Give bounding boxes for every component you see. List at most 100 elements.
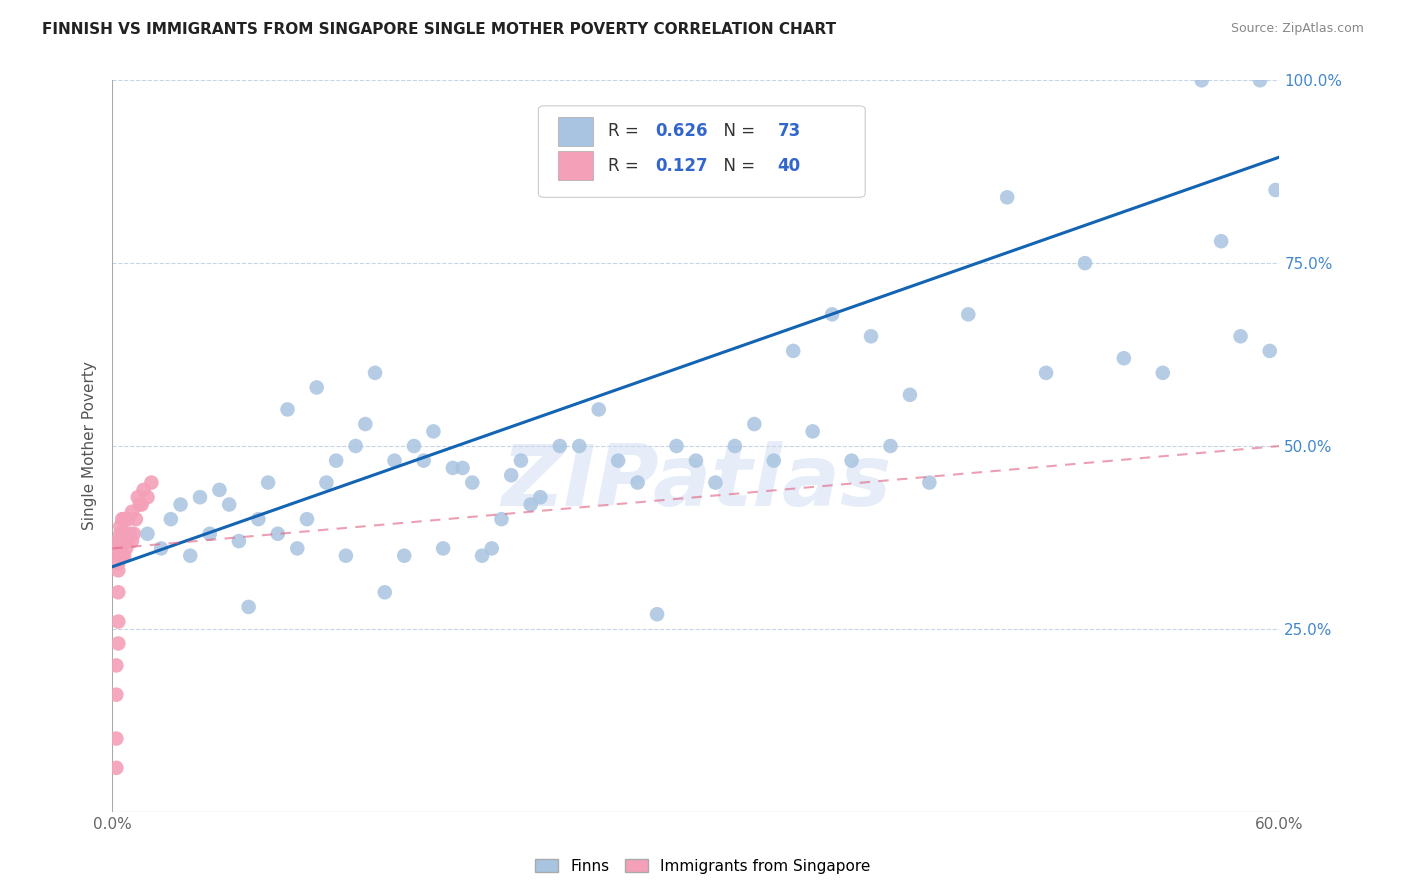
Point bbox=[519, 498, 541, 512]
Point bbox=[491, 512, 513, 526]
Point bbox=[107, 534, 129, 549]
Text: Source: ZipAtlas.com: Source: ZipAtlas.com bbox=[1230, 22, 1364, 36]
Point bbox=[1264, 183, 1286, 197]
Point bbox=[198, 526, 221, 541]
Point bbox=[247, 512, 270, 526]
Point bbox=[125, 512, 148, 526]
Point bbox=[841, 453, 863, 467]
FancyBboxPatch shape bbox=[538, 106, 865, 197]
Point bbox=[568, 439, 591, 453]
Point bbox=[111, 534, 134, 549]
Point bbox=[110, 526, 132, 541]
Point bbox=[384, 453, 406, 467]
Point bbox=[344, 439, 367, 453]
Point bbox=[957, 307, 980, 321]
Point bbox=[461, 475, 484, 490]
Point bbox=[548, 439, 571, 453]
Point bbox=[117, 534, 139, 549]
Point bbox=[898, 388, 921, 402]
Point bbox=[995, 190, 1018, 204]
Point bbox=[451, 461, 474, 475]
Point bbox=[1249, 73, 1271, 87]
Point bbox=[111, 549, 134, 563]
FancyBboxPatch shape bbox=[558, 152, 593, 180]
Point bbox=[1191, 73, 1213, 87]
Point bbox=[107, 636, 129, 650]
Point bbox=[112, 512, 135, 526]
Point bbox=[121, 505, 143, 519]
Point bbox=[509, 453, 531, 467]
Point bbox=[860, 329, 883, 343]
Point bbox=[394, 549, 416, 563]
FancyBboxPatch shape bbox=[558, 117, 593, 146]
Point bbox=[127, 490, 149, 504]
Point bbox=[112, 549, 135, 563]
Point bbox=[607, 453, 630, 467]
Point bbox=[136, 490, 159, 504]
Point bbox=[724, 439, 747, 453]
Point bbox=[1074, 256, 1097, 270]
Point bbox=[762, 453, 785, 467]
Point bbox=[704, 475, 727, 490]
Point bbox=[131, 498, 153, 512]
Point bbox=[150, 541, 173, 556]
Point bbox=[665, 439, 688, 453]
Point bbox=[1035, 366, 1057, 380]
Y-axis label: Single Mother Poverty: Single Mother Poverty bbox=[82, 361, 97, 531]
Point bbox=[471, 549, 494, 563]
Point bbox=[136, 526, 159, 541]
Point bbox=[115, 526, 138, 541]
Text: R =: R = bbox=[609, 157, 644, 175]
Point bbox=[645, 607, 668, 622]
Text: 40: 40 bbox=[778, 157, 801, 175]
Point bbox=[412, 453, 434, 467]
Text: 73: 73 bbox=[778, 122, 801, 140]
Point bbox=[918, 475, 941, 490]
Point bbox=[402, 439, 425, 453]
Text: R =: R = bbox=[609, 122, 644, 140]
Point bbox=[107, 585, 129, 599]
Point bbox=[118, 526, 141, 541]
Point bbox=[1209, 234, 1232, 248]
Point bbox=[1112, 351, 1135, 366]
Point bbox=[1152, 366, 1174, 380]
Text: N =: N = bbox=[713, 157, 761, 175]
Point bbox=[208, 483, 231, 497]
Point bbox=[160, 512, 183, 526]
Point bbox=[374, 585, 396, 599]
Text: N =: N = bbox=[713, 122, 761, 140]
Point bbox=[110, 534, 132, 549]
Point bbox=[110, 541, 132, 556]
Point bbox=[529, 490, 551, 504]
Point bbox=[107, 541, 129, 556]
Point bbox=[257, 475, 280, 490]
Point bbox=[285, 541, 308, 556]
Point bbox=[107, 549, 129, 563]
Point bbox=[588, 402, 610, 417]
Point bbox=[335, 549, 357, 563]
Point bbox=[105, 658, 128, 673]
Point bbox=[228, 534, 250, 549]
Point bbox=[879, 439, 901, 453]
Point bbox=[112, 526, 135, 541]
Text: 0.626: 0.626 bbox=[655, 122, 707, 140]
Point bbox=[169, 498, 191, 512]
Point bbox=[1229, 329, 1251, 343]
Text: ZIPatlas: ZIPatlas bbox=[501, 441, 891, 524]
Point bbox=[238, 599, 260, 614]
Point bbox=[801, 425, 824, 439]
Point bbox=[295, 512, 318, 526]
Point bbox=[128, 498, 150, 512]
Text: 0.127: 0.127 bbox=[655, 157, 707, 175]
Point bbox=[364, 366, 387, 380]
Point bbox=[481, 541, 503, 556]
Point bbox=[115, 512, 138, 526]
Point bbox=[432, 541, 454, 556]
Legend: Finns, Immigrants from Singapore: Finns, Immigrants from Singapore bbox=[530, 853, 876, 880]
Point bbox=[110, 519, 132, 533]
Point bbox=[122, 526, 145, 541]
Point bbox=[501, 468, 523, 483]
Point bbox=[121, 534, 143, 549]
Point bbox=[110, 549, 132, 563]
Point bbox=[422, 425, 444, 439]
